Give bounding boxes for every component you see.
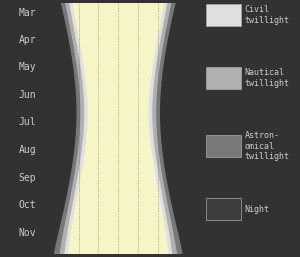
FancyBboxPatch shape (206, 135, 241, 158)
FancyBboxPatch shape (206, 198, 241, 221)
FancyBboxPatch shape (206, 67, 241, 89)
FancyBboxPatch shape (206, 4, 241, 26)
Text: Night: Night (245, 205, 270, 214)
Text: Civil
twillight: Civil twillight (245, 5, 290, 25)
Text: Nautical
twillight: Nautical twillight (245, 68, 290, 88)
Text: Astron-
omical
twillight: Astron- omical twillight (245, 131, 290, 161)
